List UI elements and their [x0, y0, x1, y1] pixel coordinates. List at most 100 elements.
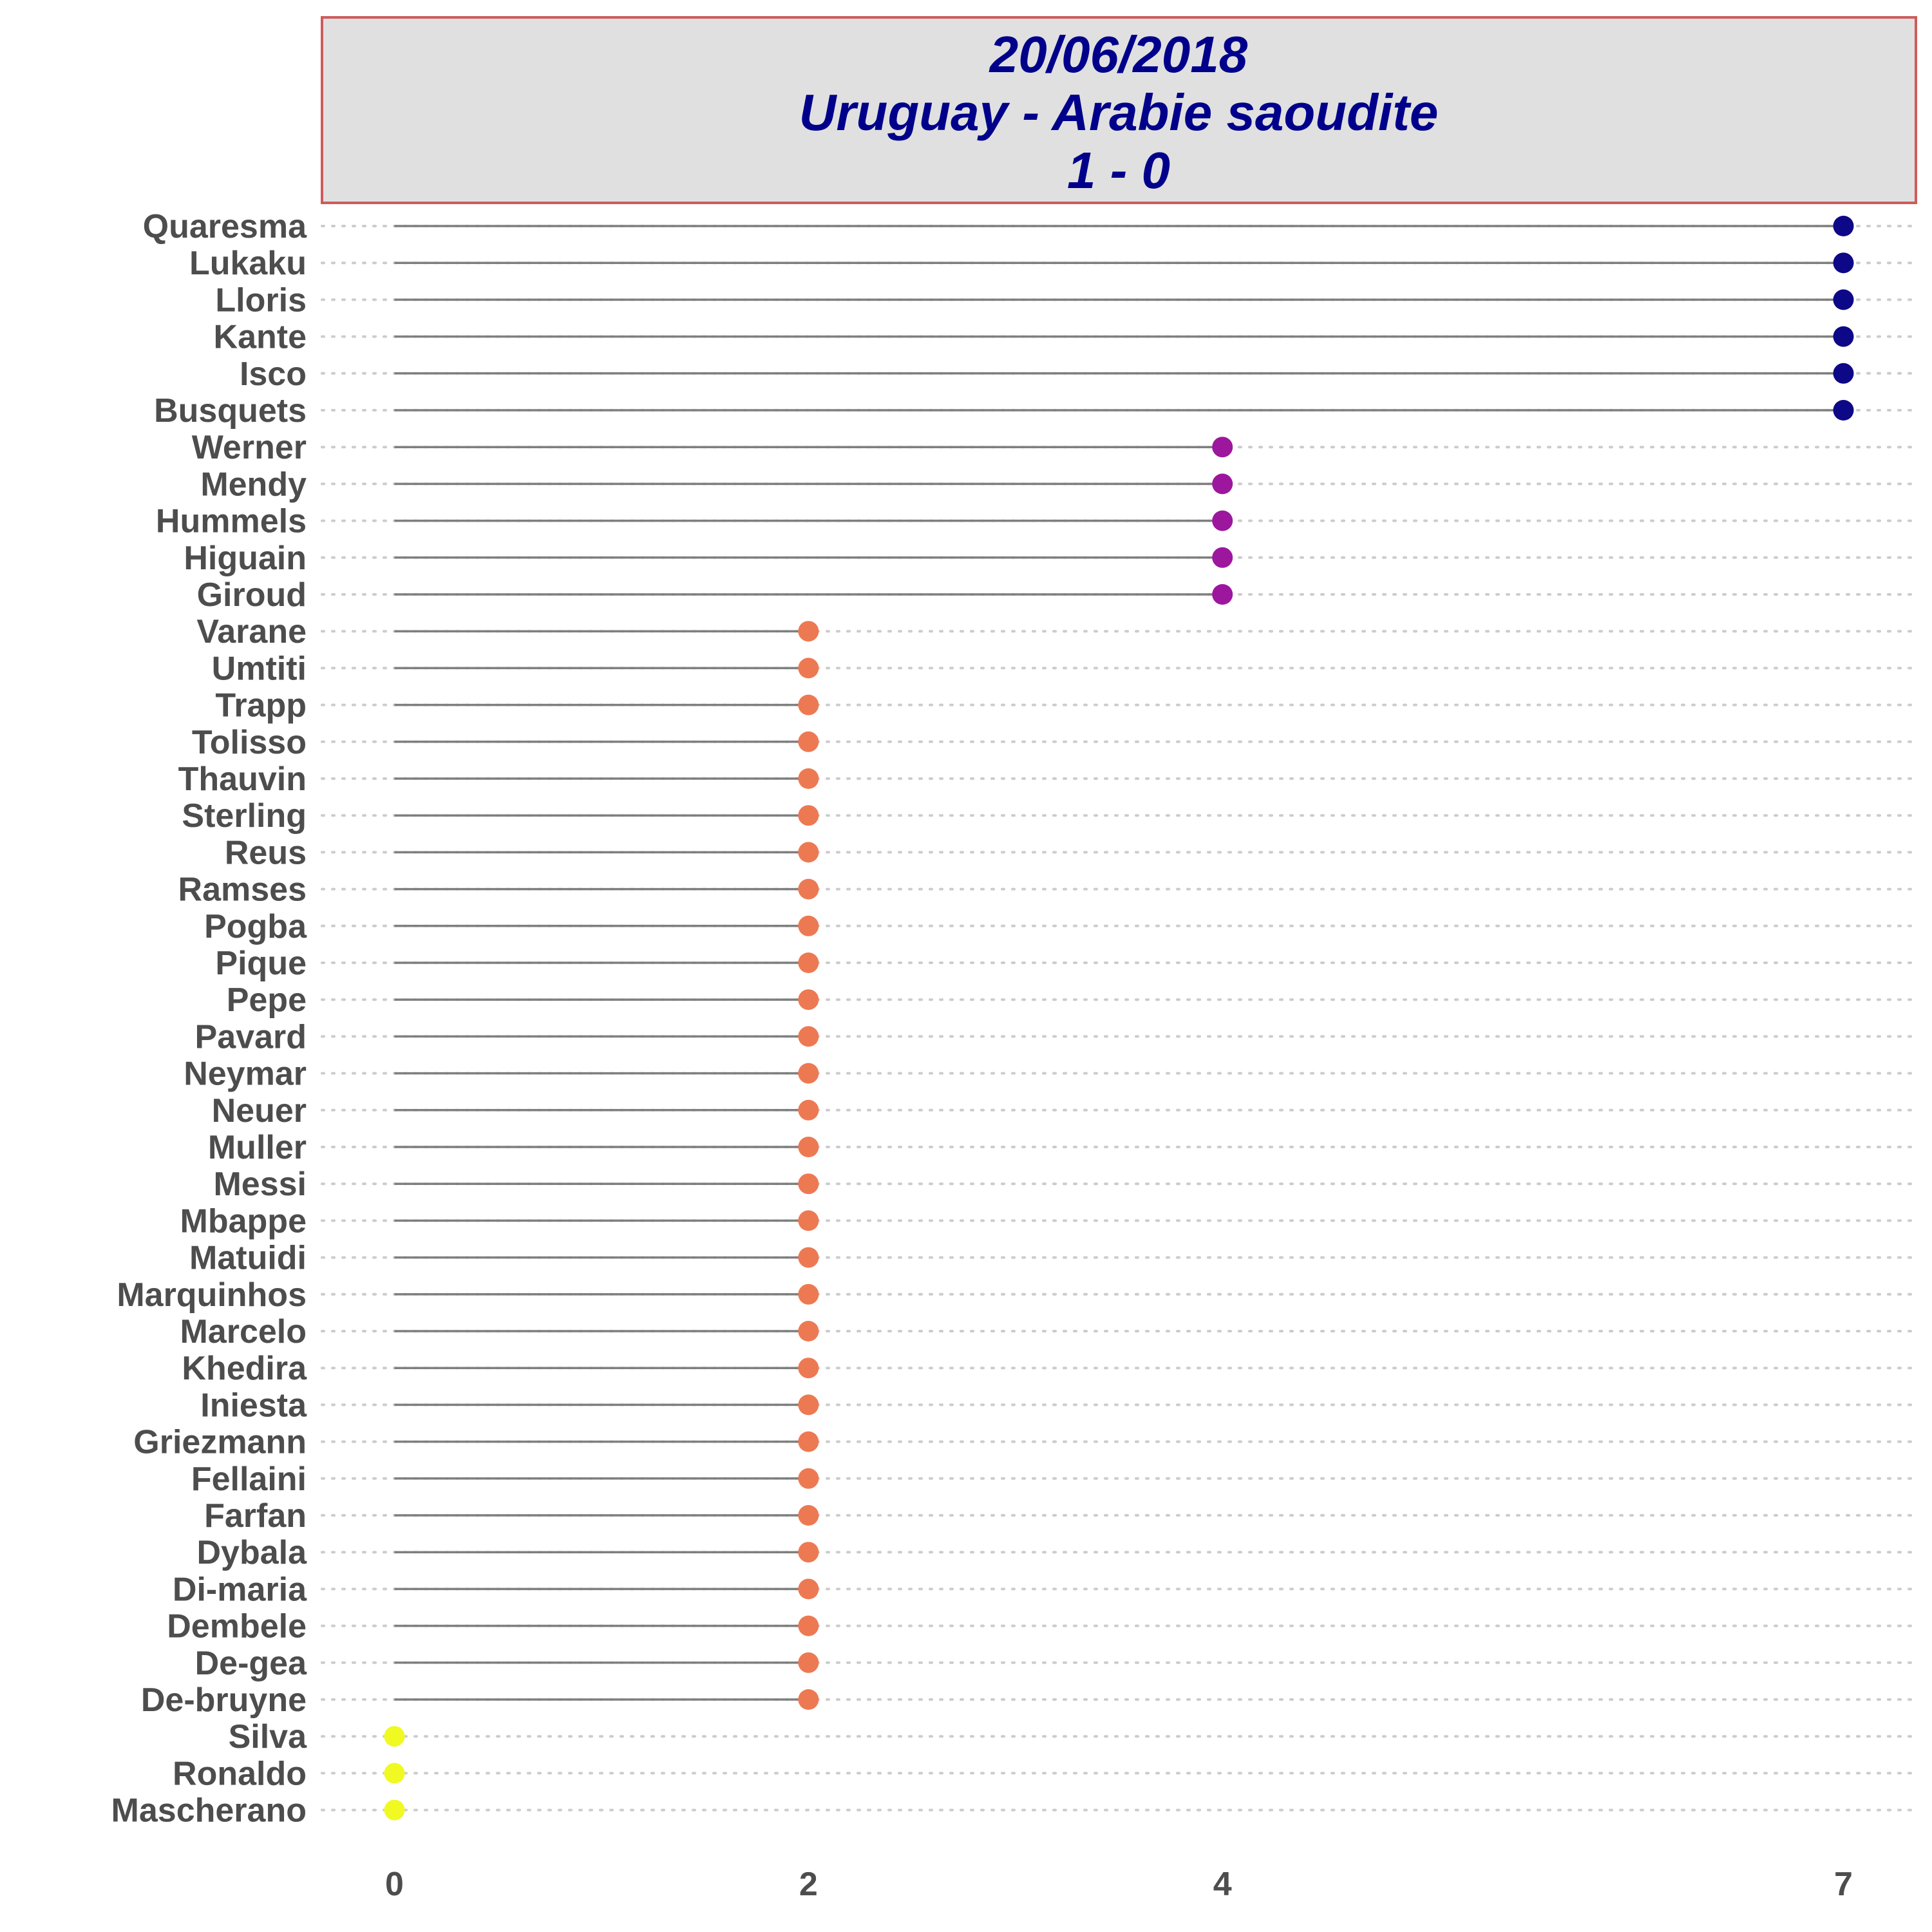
player-label-di-maria: Di-maria [173, 1571, 307, 1608]
point-farfan [798, 1505, 819, 1526]
player-label-silva: Silva [229, 1718, 307, 1756]
point-neymar [798, 1063, 819, 1084]
point-silva [384, 1726, 405, 1747]
player-label-muller: Muller [208, 1129, 307, 1166]
player-label-sterling: Sterling [182, 797, 307, 835]
point-umtiti [798, 658, 819, 679]
player-label-ronaldo: Ronaldo [173, 1755, 307, 1792]
x-tick-label-2: 2 [799, 1866, 818, 1903]
point-hummels [1212, 510, 1233, 531]
point-marcelo [798, 1321, 819, 1341]
point-quaresma [1833, 216, 1854, 236]
player-label-farfan: Farfan [204, 1497, 307, 1535]
player-label-dembele: Dembele [167, 1608, 307, 1645]
title-background [321, 16, 1917, 204]
point-matuidi [798, 1247, 819, 1268]
player-label-kante: Kante [214, 319, 307, 356]
player-label-khedira: Khedira [182, 1350, 307, 1387]
player-label-quaresma: Quaresma [143, 208, 307, 245]
player-label-umtiti: Umtiti [212, 650, 307, 687]
player-label-pogba: Pogba [204, 908, 307, 945]
point-higuain [1212, 547, 1233, 568]
point-ramses [798, 878, 819, 900]
player-label-reus: Reus [225, 834, 307, 871]
point-kante [1833, 326, 1854, 347]
chart-title-score: 1 - 0 [1067, 142, 1170, 199]
player-label-neuer: Neuer [212, 1092, 307, 1130]
gridlines [321, 225, 1917, 1812]
point-busquets [1833, 400, 1854, 421]
point-thauvin [798, 768, 819, 789]
player-label-mbappe: Mbappe [180, 1202, 307, 1240]
point-muller [798, 1137, 819, 1157]
point-dembele [798, 1615, 819, 1636]
player-label-higuain: Higuain [184, 540, 307, 577]
player-label-messi: Messi [213, 1166, 307, 1203]
player-label-pavard: Pavard [195, 1018, 307, 1056]
point-de-bruyne [798, 1689, 819, 1710]
chart-title-match: Uruguay - Arabie saoudite [799, 84, 1439, 141]
x-tick-label-4: 4 [1213, 1866, 1232, 1903]
point-trapp [798, 694, 819, 715]
point-pogba [798, 915, 819, 936]
point-marquinhos [798, 1283, 819, 1305]
point-pavard [798, 1026, 819, 1047]
point-pepe [798, 989, 819, 1010]
player-label-fellaini: Fellaini [191, 1461, 307, 1498]
player-label-trapp: Trapp [215, 687, 307, 724]
player-label-matuidi: Matuidi [189, 1240, 307, 1277]
point-neuer [798, 1099, 819, 1121]
point-dybala [798, 1542, 819, 1563]
point-fellaini [798, 1468, 819, 1489]
player-label-neymar: Neymar [184, 1056, 307, 1093]
points [384, 216, 1854, 1821]
point-isco [1833, 363, 1854, 384]
player-label-isco: Isco [240, 355, 307, 393]
x-tick-label-7: 7 [1834, 1866, 1853, 1903]
player-label-iniesta: Iniesta [200, 1387, 307, 1424]
player-label-de-gea: De-gea [195, 1645, 307, 1682]
chart-title-date: 20/06/2018 [989, 26, 1248, 83]
player-label-de-bruyne: De-bruyne [141, 1681, 307, 1719]
point-mbappe [798, 1210, 819, 1231]
player-label-tolisso: Tolisso [192, 724, 307, 761]
player-label-griezmann: Griezmann [133, 1424, 307, 1461]
player-label-marquinhos: Marquinhos [117, 1276, 307, 1314]
player-label-giroud: Giroud [197, 576, 307, 614]
point-de-gea [798, 1652, 819, 1673]
point-khedira [798, 1358, 819, 1379]
point-reus [798, 842, 819, 863]
point-sterling [798, 805, 819, 826]
player-labels: QuaresmaLukakuLlorisKanteIscoBusquetsWer… [111, 208, 308, 1830]
player-label-pique: Pique [215, 945, 307, 982]
point-iniesta [798, 1394, 819, 1416]
player-label-busquets: Busquets [154, 392, 307, 430]
player-label-pepe: Pepe [227, 981, 307, 1019]
player-label-varane: Varane [196, 613, 307, 650]
player-label-ramses: Ramses [178, 871, 307, 909]
player-label-werner: Werner [192, 429, 307, 466]
player-label-mascherano: Mascherano [111, 1792, 307, 1830]
point-lloris [1833, 289, 1854, 310]
point-werner [1212, 437, 1233, 458]
player-label-thauvin: Thauvin [178, 761, 307, 798]
x-axis-ticks: 0 2 4 7 [385, 1866, 1853, 1903]
point-di-maria [798, 1578, 819, 1600]
point-griezmann [798, 1431, 819, 1452]
player-label-hummels: Hummels [156, 503, 307, 540]
player-label-lloris: Lloris [215, 281, 307, 319]
point-pique [798, 952, 819, 973]
stems [394, 225, 1844, 1701]
point-tolisso [798, 731, 819, 752]
chart-title-box: 20/06/2018 Uruguay - Arabie saoudite 1 -… [321, 16, 1917, 204]
player-label-mendy: Mendy [200, 466, 307, 503]
point-messi [798, 1173, 819, 1195]
point-varane [798, 621, 819, 642]
point-giroud [1212, 584, 1233, 605]
player-label-lukaku: Lukaku [189, 245, 307, 282]
player-label-dybala: Dybala [196, 1534, 307, 1571]
point-lukaku [1833, 252, 1854, 274]
point-ronaldo [384, 1763, 405, 1784]
